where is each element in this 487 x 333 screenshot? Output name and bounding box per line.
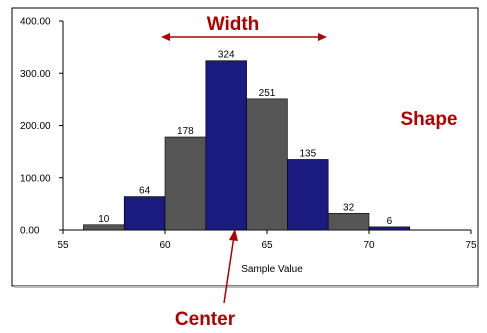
- center-label: Center: [175, 309, 236, 330]
- x-tick-label: 55: [57, 240, 69, 251]
- bar-value-label: 6: [387, 216, 393, 227]
- bar-value-label: 324: [218, 50, 235, 61]
- x-tick-label: 75: [465, 240, 477, 251]
- histogram-bar: [83, 224, 125, 231]
- bar-value-label: 135: [299, 148, 316, 159]
- bar-value-label: 10: [98, 214, 110, 225]
- x-axis-title: Sample Value: [241, 264, 303, 275]
- x-tick-label: 60: [159, 240, 171, 251]
- width-label: Width: [207, 14, 260, 35]
- bar-value-label: 32: [343, 202, 355, 213]
- y-tick-label: 400.00: [20, 17, 51, 28]
- x-tick-label: 65: [261, 240, 273, 251]
- y-tick-label: 0.00: [20, 226, 40, 237]
- bar-value-label: 178: [177, 126, 194, 137]
- bar-value-labels: 10 64 178 324 251 135 32 6: [98, 50, 392, 227]
- histogram-bar: [164, 136, 207, 231]
- y-axis: 0.00 100.00 200.00 300.00 400.00: [20, 17, 64, 237]
- histogram-bar: [246, 98, 288, 231]
- histogram-bar: [327, 212, 370, 231]
- shape-label: Shape: [400, 109, 457, 130]
- y-tick-label: 200.00: [20, 121, 51, 132]
- width-arrow-head-left: [161, 33, 170, 41]
- width-annotation: Width: [161, 14, 327, 41]
- x-tick-label: 70: [363, 240, 375, 251]
- histogram-bars: [83, 60, 411, 231]
- center-arrow-line: [223, 235, 235, 304]
- bar-value-label: 251: [259, 88, 276, 99]
- bar-value-label: 64: [139, 186, 151, 197]
- histogram-bar: [287, 159, 329, 231]
- center-annotation: Center: [175, 229, 238, 330]
- y-tick-label: 300.00: [20, 69, 51, 80]
- center-arrow-head: [229, 229, 238, 241]
- histogram-bar: [205, 60, 247, 231]
- histogram-bar: [368, 226, 411, 231]
- histogram-bar: [123, 196, 166, 231]
- y-tick-label: 100.00: [20, 173, 51, 184]
- width-arrow-head-right: [318, 33, 327, 41]
